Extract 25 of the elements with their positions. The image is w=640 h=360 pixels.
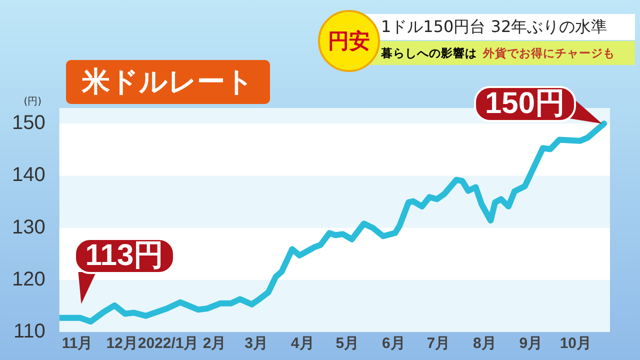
speech-bubble: 150円 <box>474 86 576 122</box>
y-axis-title: (円) <box>24 96 42 108</box>
text: 円安 <box>318 10 380 72</box>
speech-bubble: 113円 <box>74 238 175 274</box>
text: 暮らしへの影響は <box>381 46 477 60</box>
x-tick-label: 2022/1月 <box>138 335 199 352</box>
y-tick-label: 130 <box>12 216 46 238</box>
text: 1ドル150円台 32年ぶりの水準 <box>381 17 608 36</box>
x-tick-label: 3月 <box>244 335 268 352</box>
x-tick-label: 7月 <box>426 335 450 352</box>
y-tick-label: 140 <box>12 164 46 186</box>
chart-title: 米ドルレート <box>66 60 270 104</box>
x-tick-label: 5月 <box>336 335 360 352</box>
x-tick-label: 9月 <box>519 335 543 352</box>
x-tick-label: 4月 <box>290 335 314 352</box>
x-tick-label: 10月 <box>560 335 592 352</box>
y-tick-label: 120 <box>12 268 46 290</box>
text: 外貨でお得にチャージも <box>483 46 615 60</box>
y-tick-label: 150 <box>12 112 46 134</box>
x-tick-label: 6月 <box>382 335 406 352</box>
x-tick-label: 11月 <box>62 335 93 352</box>
x-tick-label: 12月 <box>106 335 138 352</box>
y-tick-label: 110 <box>13 320 46 343</box>
x-tick-label: 8月 <box>472 335 496 352</box>
x-tick-label: 2月 <box>202 335 226 352</box>
